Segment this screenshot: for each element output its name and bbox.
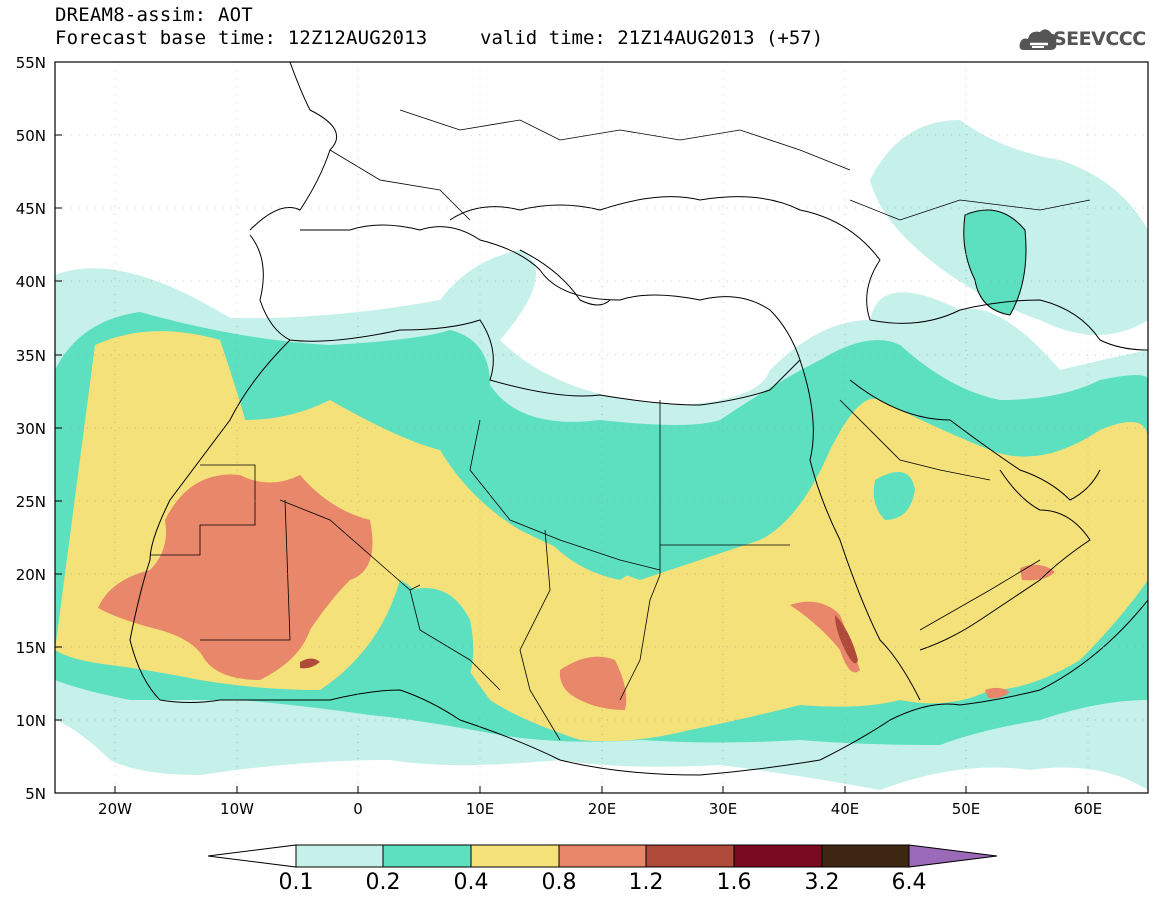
lat-label: 45N [15,200,46,218]
lat-label: 10N [15,712,46,730]
colorbar-level-label: 1.6 [716,870,752,895]
colorbar-level-label: 1.2 [628,870,664,895]
coastlines [129,62,1148,776]
colorbar-level-label: 6.4 [891,870,927,895]
lat-label: 25N [15,493,46,511]
lat-label: 20N [15,566,46,584]
forecast-base-time: Forecast base time: 12Z12AUG2013 [55,27,428,49]
aot-shading [55,62,1148,793]
lat-label: 30N [15,420,46,438]
lon-label: 20W [98,800,132,818]
cloud-logo-icon [1019,29,1057,50]
lat-label: 15N [15,639,46,657]
lat-label: 5N [25,785,46,803]
valid-time: valid time: 21Z14AUG2013 (+57) [480,27,824,49]
lon-label: 0 [353,800,363,818]
map-title: DREAM8-assim: AOT [55,4,253,26]
colorbar-bin-5 [645,844,735,868]
country-borders [150,109,1091,741]
colorbar-level-label: 0.8 [541,870,577,895]
aot-contour-0.4 [55,331,1148,742]
lon-label: 50E [951,800,981,818]
colorbar-bin-2 [382,844,472,868]
colorbar-below-arrow [207,844,297,868]
colorbar-above-arrow [908,844,998,868]
colorbar-level-label: 0.2 [365,870,401,895]
colorbar [207,844,998,868]
lon-label: 30E [708,800,738,818]
colorbar-bin-6 [733,844,823,868]
colorbar-bin-3 [470,844,560,868]
lat-label: 35N [15,347,46,365]
colorbar-level-label: 0.4 [453,870,489,895]
colorbar-level-label: 0.1 [278,870,314,895]
colorbar-bin-7 [821,844,910,868]
lon-label: 10E [465,800,495,818]
logo-label: SEEVCCC [1053,28,1146,50]
lat-label: 50N [15,127,46,145]
lat-label: 55N [15,54,46,72]
lon-label: 20E [587,800,617,818]
axis-ticks [55,61,1089,794]
colorbar-level-label: 3.2 [804,870,840,895]
aot-contour-0.8 [98,474,373,680]
colorbar-bin-1 [295,844,384,868]
colorbar-bin-4 [558,844,647,868]
lon-label: 10W [220,800,254,818]
lon-label: 60E [1073,800,1103,818]
lon-label: 40E [830,800,860,818]
lat-label: 40N [15,273,46,291]
